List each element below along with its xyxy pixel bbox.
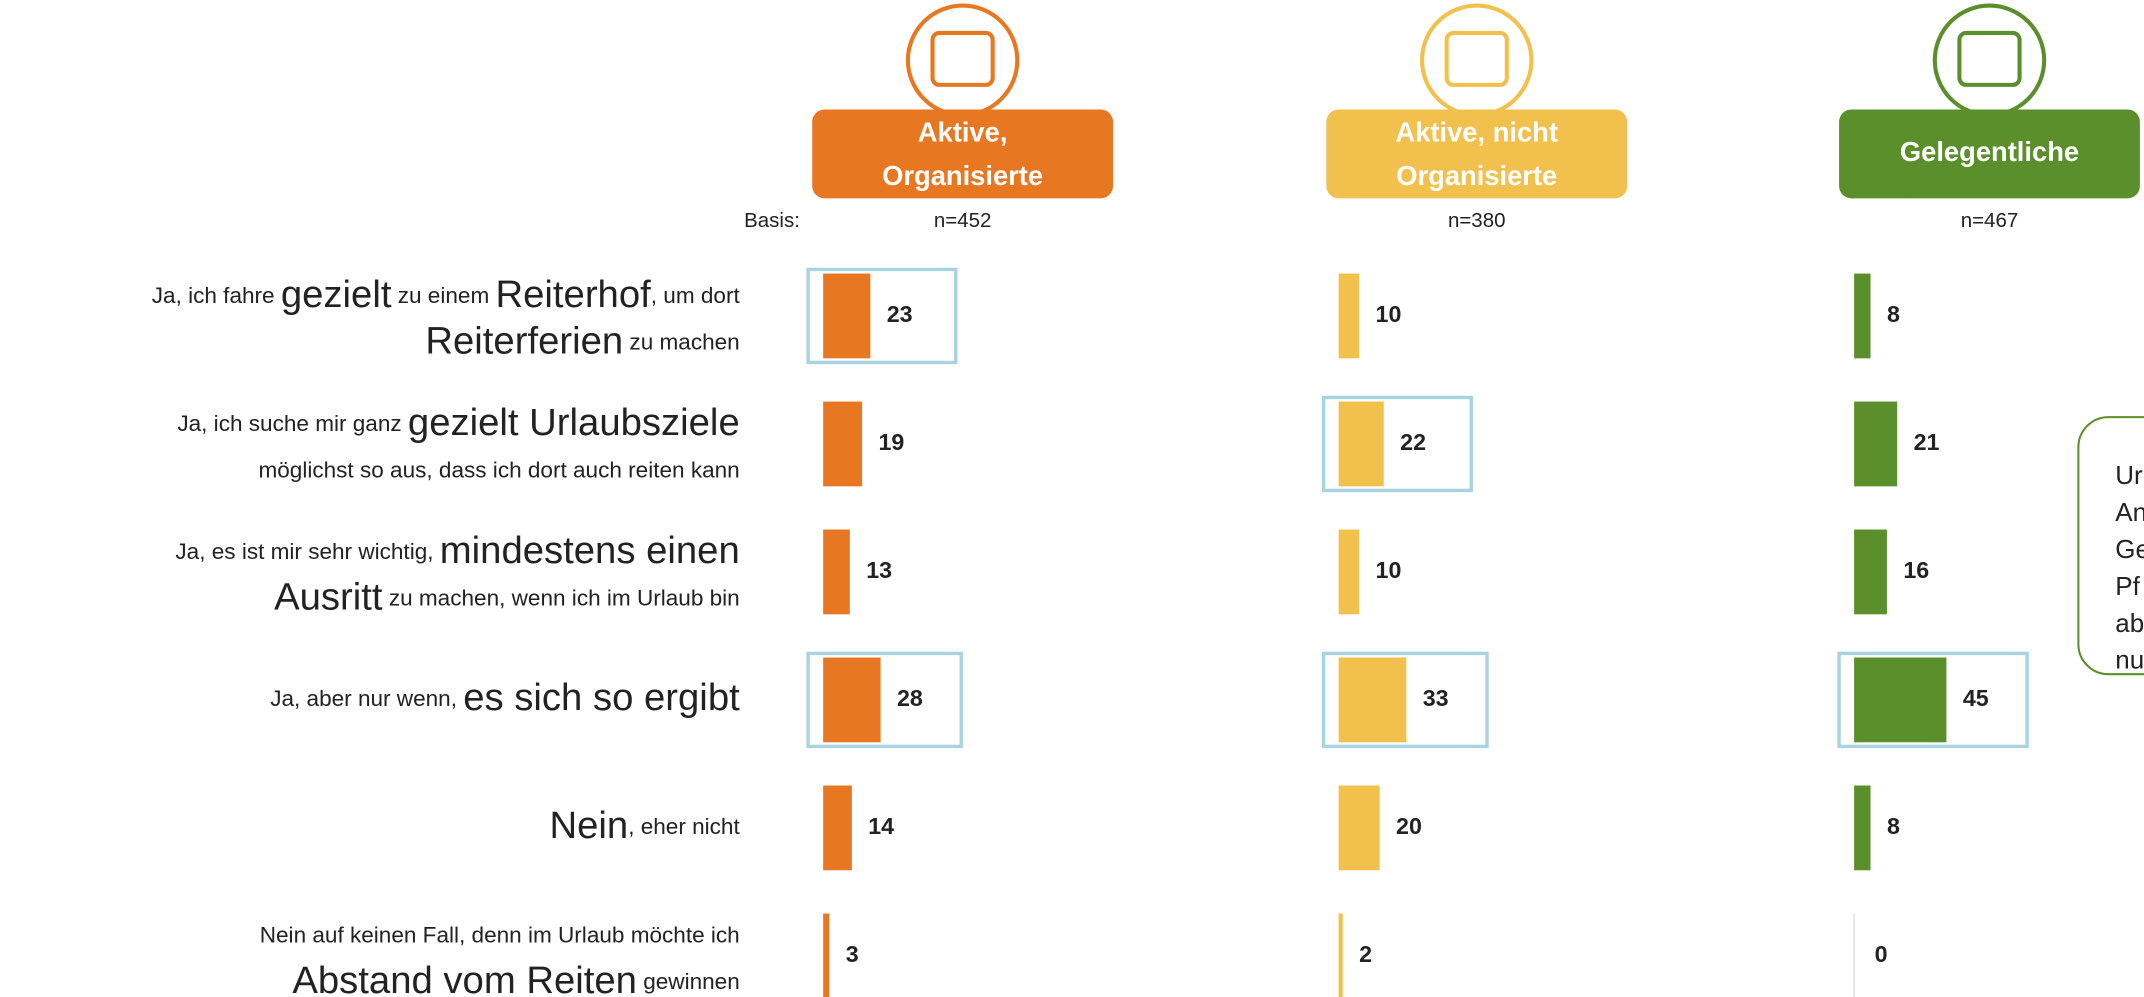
highlight-box [1321,651,1489,749]
group-header [1326,109,1628,199]
category-label: Abstand vom Reiten gewinnen [292,959,739,997]
bar [1338,401,1384,487]
bar [1338,785,1380,871]
bar [1854,401,1898,487]
bar [823,529,850,615]
label-run: mindestens einen [440,529,740,572]
label-run: gezielt [281,273,392,316]
group-name: Organisierte [882,160,1043,191]
group-base: n=467 [1961,209,2019,232]
value-label: 10 [1376,557,1402,583]
note-box [2077,416,2144,676]
group-header [812,109,1114,199]
label-run: Nein [549,804,628,847]
bar [823,657,881,743]
icon-glyph [1444,30,1509,87]
category-label: Ja, ich suche mir ganz gezielt Urlaubszi… [177,401,739,444]
label-run: Ja, ich fahre [152,283,281,308]
highlight-box [1837,651,2029,749]
label-run: Reiterferien [425,319,623,362]
value-label: 22 [1400,429,1426,455]
group-base: n=452 [934,209,992,232]
label-run: gewinnen [637,969,740,994]
label-run: möglichst so aus, dass ich dort auch rei… [258,457,739,482]
label-run: , eher nicht [628,814,740,839]
value-label: 16 [1903,557,1929,583]
note-line: Ge [2115,534,2144,564]
label-run: es sich so ergibt [463,676,740,719]
note-line: nu [2115,645,2144,675]
group-name: Gelegentliche [1900,136,2079,167]
group-icon [1932,3,2047,118]
category-label: möglichst so aus, dass ich dort auch rei… [258,457,739,482]
value-label: 33 [1423,685,1449,711]
note-line: An [2115,497,2144,527]
label-run: Abstand vom Reiten [292,959,637,997]
note-line: ab [2115,608,2144,638]
group-base: n=380 [1448,209,1506,232]
bar [1338,657,1407,743]
label-run: , um dort [651,283,741,308]
category-label: Reiterferien zu machen [425,319,739,362]
value-label: 8 [1887,813,1900,839]
value-label: 0 [1875,941,1888,967]
bar [823,913,830,997]
value-label: 8 [1887,301,1900,327]
category-label: Ja, ich fahre gezielt zu einem Reiterhof… [152,273,741,316]
group-name: Aktive, [918,116,1008,147]
category-label: Nein, eher nicht [549,804,740,847]
bar [1854,785,1871,871]
label-run: Ja, es ist mir sehr wichtig, [175,539,439,564]
category-label: Nein auf keinen Fall, denn im Urlaub möc… [260,923,740,948]
highlight-box [806,651,963,749]
bar [1854,273,1871,359]
group-name: Organisierte [1396,160,1557,191]
value-label: 14 [868,813,894,839]
bar [1854,529,1887,615]
group-name: Aktive, nicht [1395,116,1557,147]
value-label: 45 [1963,685,1989,711]
category-label: Ja, aber nur wenn, es sich so ergibt [270,676,740,719]
value-label: 28 [897,685,923,711]
value-label: 13 [866,557,892,583]
value-label: 23 [887,301,913,327]
base-label: Basis: [744,209,800,232]
group-icon [905,3,1020,118]
bar [1338,913,1343,997]
bar [1338,273,1360,359]
group-header [1839,109,2140,199]
label-run: Ja, aber nur wenn, [270,686,463,711]
label-run: zu machen, wenn ich im Urlaub bin [383,585,740,610]
bar [823,785,852,871]
bar [823,273,871,359]
bar [1854,657,1947,743]
category-label: Ausritt zu machen, wenn ich im Urlaub bi… [274,575,740,618]
bar [823,401,863,487]
value-label: 21 [1914,429,1940,455]
value-label: 2 [1359,941,1372,967]
value-label: 10 [1376,301,1402,327]
bar [1338,529,1360,615]
highlight-box [806,267,958,365]
category-label: Ja, es ist mir sehr wichtig, mindestens … [175,529,739,572]
label-run: Ja, ich suche mir ganz [177,411,408,436]
icon-glyph [1957,30,2022,87]
label-run: zu einem [391,283,495,308]
note-line: Pf [2115,571,2140,601]
label-run: Ausritt [274,575,383,618]
note-line: Ur [2115,460,2143,490]
group-icon [1419,3,1534,118]
value-label: 19 [879,429,905,455]
icon-glyph [930,30,995,87]
value-label: 3 [846,941,859,967]
label-run: zu machen [623,329,740,354]
label-run: gezielt Urlaubsziele [408,401,740,444]
label-run: Reiterhof [495,273,651,316]
value-label: 20 [1396,813,1422,839]
highlight-box [1321,395,1473,493]
label-run: Nein auf keinen Fall, denn im Urlaub möc… [260,923,740,948]
